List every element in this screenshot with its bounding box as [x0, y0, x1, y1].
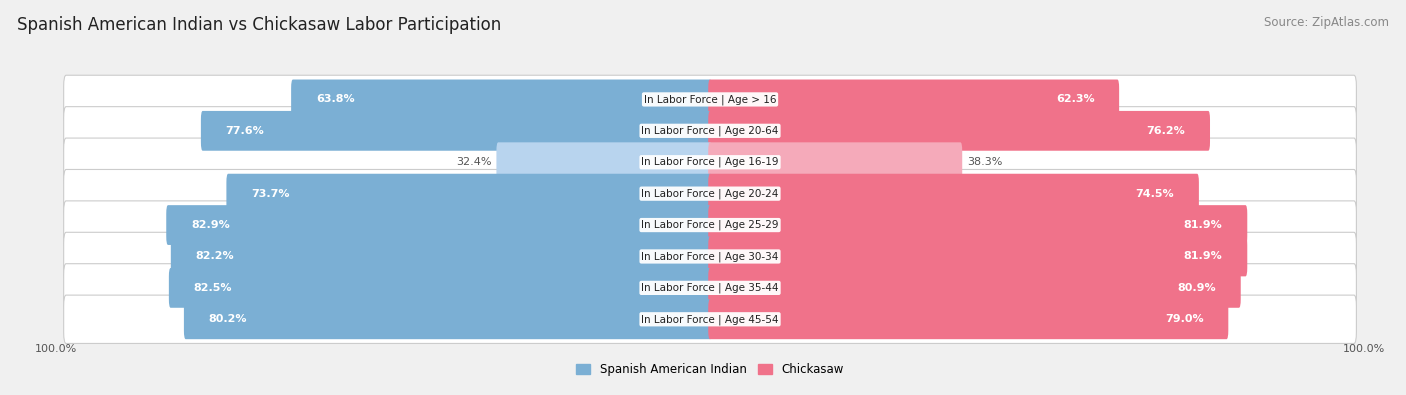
- FancyBboxPatch shape: [63, 201, 1357, 249]
- FancyBboxPatch shape: [201, 111, 711, 151]
- Text: 80.9%: 80.9%: [1177, 283, 1216, 293]
- FancyBboxPatch shape: [709, 205, 1247, 245]
- Text: 81.9%: 81.9%: [1184, 220, 1223, 230]
- FancyBboxPatch shape: [709, 111, 1211, 151]
- FancyBboxPatch shape: [709, 268, 1240, 308]
- FancyBboxPatch shape: [63, 295, 1357, 344]
- FancyBboxPatch shape: [169, 268, 711, 308]
- FancyBboxPatch shape: [63, 75, 1357, 124]
- FancyBboxPatch shape: [709, 299, 1229, 339]
- Text: In Labor Force | Age 45-54: In Labor Force | Age 45-54: [641, 314, 779, 325]
- Text: 32.4%: 32.4%: [456, 157, 492, 167]
- Text: 82.2%: 82.2%: [195, 252, 235, 261]
- FancyBboxPatch shape: [709, 79, 1119, 119]
- Text: 82.5%: 82.5%: [194, 283, 232, 293]
- FancyBboxPatch shape: [63, 169, 1357, 218]
- Text: 74.5%: 74.5%: [1136, 189, 1174, 199]
- Text: 80.2%: 80.2%: [208, 314, 247, 324]
- FancyBboxPatch shape: [291, 79, 711, 119]
- Text: 81.9%: 81.9%: [1184, 252, 1223, 261]
- Text: 38.3%: 38.3%: [967, 157, 1002, 167]
- Text: In Labor Force | Age 25-29: In Labor Force | Age 25-29: [641, 220, 779, 230]
- FancyBboxPatch shape: [184, 299, 711, 339]
- Text: 63.8%: 63.8%: [316, 94, 354, 104]
- FancyBboxPatch shape: [496, 142, 711, 182]
- Text: In Labor Force | Age 16-19: In Labor Force | Age 16-19: [641, 157, 779, 167]
- FancyBboxPatch shape: [709, 142, 962, 182]
- Text: 79.0%: 79.0%: [1166, 314, 1204, 324]
- Text: 77.6%: 77.6%: [225, 126, 264, 136]
- Text: Source: ZipAtlas.com: Source: ZipAtlas.com: [1264, 16, 1389, 29]
- FancyBboxPatch shape: [226, 174, 711, 214]
- FancyBboxPatch shape: [63, 264, 1357, 312]
- Text: In Labor Force | Age 30-34: In Labor Force | Age 30-34: [641, 251, 779, 262]
- Text: In Labor Force | Age 20-24: In Labor Force | Age 20-24: [641, 188, 779, 199]
- Text: In Labor Force | Age 35-44: In Labor Force | Age 35-44: [641, 283, 779, 293]
- Text: 76.2%: 76.2%: [1146, 126, 1185, 136]
- Text: 82.9%: 82.9%: [191, 220, 229, 230]
- Text: 62.3%: 62.3%: [1056, 94, 1094, 104]
- Text: In Labor Force | Age > 16: In Labor Force | Age > 16: [644, 94, 776, 105]
- Text: 73.7%: 73.7%: [252, 189, 290, 199]
- FancyBboxPatch shape: [170, 237, 711, 276]
- FancyBboxPatch shape: [63, 138, 1357, 186]
- FancyBboxPatch shape: [63, 232, 1357, 280]
- FancyBboxPatch shape: [166, 205, 711, 245]
- FancyBboxPatch shape: [709, 174, 1199, 214]
- FancyBboxPatch shape: [709, 237, 1247, 276]
- Text: Spanish American Indian vs Chickasaw Labor Participation: Spanish American Indian vs Chickasaw Lab…: [17, 16, 501, 34]
- Legend: Spanish American Indian, Chickasaw: Spanish American Indian, Chickasaw: [571, 358, 849, 381]
- FancyBboxPatch shape: [63, 107, 1357, 155]
- Text: In Labor Force | Age 20-64: In Labor Force | Age 20-64: [641, 126, 779, 136]
